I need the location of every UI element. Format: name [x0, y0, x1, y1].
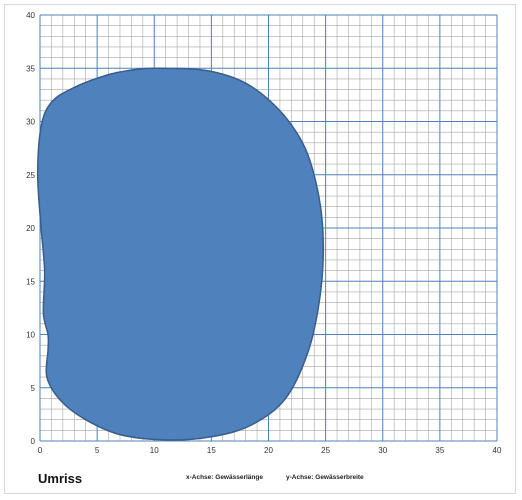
y-tick-label: 0	[31, 437, 36, 446]
x-tick-label: 20	[264, 446, 273, 455]
outline-shape-layer	[36, 67, 325, 441]
caption-x-axis: x-Achse: Gewässerlänge	[186, 474, 263, 481]
x-tick-label: 30	[378, 446, 387, 455]
y-tick-labels: 0 5 10 15 20 25 30 35 40	[26, 11, 35, 446]
x-tick-label: 35	[435, 446, 444, 455]
x-tick-label: 25	[321, 446, 330, 455]
y-tick-label: 25	[26, 171, 35, 180]
y-tick-label: 15	[26, 277, 35, 286]
y-tick-label: 5	[31, 384, 36, 393]
x-tick-labels: 0 5 10 15 20 25 30 35 40	[38, 446, 502, 455]
y-tick-label: 35	[26, 64, 35, 73]
caption-title: Umriss	[38, 471, 83, 486]
y-tick-label: 40	[26, 11, 35, 20]
chart-frame	[4, 4, 516, 494]
caption-y-axis: y-Achse: Gewässerbreite	[286, 474, 364, 481]
x-tick-label: 15	[207, 446, 216, 455]
y-tick-label: 20	[26, 224, 35, 233]
x-tick-label: 40	[493, 446, 502, 455]
y-tick-label: 10	[26, 331, 35, 340]
x-tick-label: 10	[150, 446, 159, 455]
y-tick-label: 30	[26, 118, 35, 127]
water-body-outline	[36, 67, 325, 441]
x-tick-label: 5	[95, 446, 100, 455]
x-tick-label: 0	[38, 446, 43, 455]
